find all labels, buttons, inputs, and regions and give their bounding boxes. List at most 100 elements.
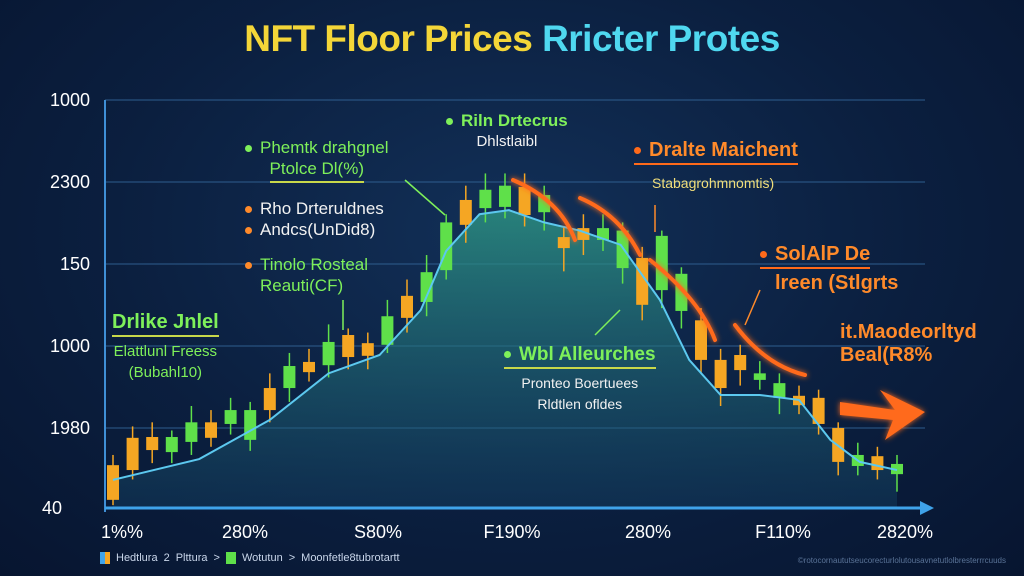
trend-line (112, 209, 898, 481)
legend-item: Hedtlura (116, 552, 158, 564)
candle-body (322, 341, 335, 366)
candle-body (459, 199, 472, 225)
candlestick (773, 373, 786, 415)
bullet-icon (245, 145, 252, 153)
annotation-heading: Riln Drtecrus (446, 110, 568, 131)
x-tick-label: 2820% (876, 522, 934, 542)
candlestick (753, 361, 766, 390)
annotation-drivers: Rho Drteruldnes Andcs(UnDid8) (245, 198, 384, 240)
annotation-line: Reauti(CF) (260, 276, 344, 295)
legend: Hedtlura 2 Plttura > Wotutun > Moonfetle… (100, 552, 400, 564)
candle-body (655, 235, 668, 291)
annotation-heading: Drlike Jnlel (112, 312, 219, 337)
candlestick (695, 308, 707, 374)
chart-title: NFT Floor Prices Rricter Protes (0, 18, 1024, 60)
annotation-peak: Riln Drtecrus Dhlstlaibl (446, 110, 568, 152)
legend-item: Wotutun (241, 552, 283, 564)
x-tick-label: 280% (221, 522, 269, 542)
annotation-line: Rho Drteruldnes (260, 199, 384, 218)
candlestick (420, 255, 433, 317)
y-tick-label: 1980 (49, 418, 90, 438)
downtrend-arrow-icon (840, 390, 925, 440)
y-tick-label: 1000 (49, 336, 90, 356)
candle-body (361, 343, 374, 356)
trend-area (113, 210, 897, 508)
annotation-item: Andcs(UnDid8) (245, 219, 384, 240)
annotation-trading: Tinolo Rosteal Reauti(CF) (245, 254, 368, 296)
pointer-line (594, 309, 621, 336)
annotation-line: Phemtk drahgnel (260, 138, 389, 157)
candlestick (675, 267, 688, 329)
candle-body (753, 373, 766, 380)
annotation-line: Andcs(UnDid8) (260, 220, 376, 239)
candle-body (479, 189, 492, 209)
downtrend-arc (578, 196, 642, 257)
y-tick-label: 1000 (49, 90, 90, 110)
annotation-line: Tinolo Rosteal (260, 255, 369, 274)
candle-body (146, 437, 159, 451)
annotation-line: SolAlP De (775, 243, 871, 265)
bullet-icon (760, 251, 767, 259)
candle-body (401, 295, 413, 318)
candlestick (107, 454, 119, 506)
candlestick (342, 328, 355, 370)
candlestick (597, 214, 609, 251)
annotation-price-change: Phemtk drahgnel Ptolce Dl(%) (245, 137, 389, 183)
annotation-line: Rldtlen ofldes (537, 396, 623, 412)
candlestick (734, 344, 747, 386)
annotation-line: it.Maodeorltyd (840, 321, 977, 343)
candlestick (361, 332, 374, 370)
annotation-heading: Phemtk drahgnel (245, 137, 389, 158)
annotation-heading: Wbl Alleurches (504, 344, 656, 369)
candle-body (342, 335, 355, 358)
legend-separator: > (213, 552, 220, 564)
bullet-icon (245, 262, 252, 270)
candlestick (126, 426, 139, 480)
annotation-line: lreen (Stlgrts (775, 272, 899, 294)
candle-body (871, 456, 884, 471)
candle-body (597, 228, 609, 240)
annotation-line: Ptolce Dl(%) (269, 158, 364, 183)
candle-body (518, 186, 531, 216)
candlestick (165, 430, 178, 464)
legend-item: Moonfetle8tubrotartt (301, 552, 400, 564)
candlestick (714, 348, 727, 406)
annotation-left: Drlike Jnlel Elattlunl Freess (Bubahl10) (112, 312, 219, 383)
annotation-line: Elattlunl Freess (113, 343, 218, 360)
candlestick (303, 348, 315, 382)
downtrend-arc (733, 323, 807, 377)
bullet-icon (245, 206, 252, 214)
bullet-icon (245, 227, 252, 235)
candlestick (812, 389, 825, 435)
candle-body (205, 422, 217, 438)
candlestick (146, 422, 159, 464)
candlesticks (107, 173, 903, 506)
y-tick-label: 150 (59, 254, 90, 274)
credit-text: ©rotocornaututseucorecturlolutousavnetut… (797, 556, 1006, 565)
legend-swatch (225, 552, 236, 564)
annotation-item: Rho Drteruldnes (245, 198, 384, 219)
annotation-heading: Tinolo Rosteal (245, 254, 368, 275)
annotation-line: Pronteo Boertuees (521, 375, 639, 391)
candle-body (499, 185, 511, 207)
candle-body (773, 383, 786, 398)
x-tick-label: 1%% (100, 522, 144, 542)
title-part2: Rricter Protes (542, 18, 780, 59)
candlestick (518, 173, 531, 227)
candlestick (263, 373, 276, 423)
candlestick (224, 397, 237, 435)
title-part1: NFT Floor Prices (244, 18, 533, 59)
candlestick (283, 352, 296, 402)
candle-body (812, 397, 825, 424)
candlestick (381, 299, 394, 353)
candlestick (616, 222, 629, 284)
bullet-icon (504, 351, 511, 359)
candlestick (557, 226, 570, 272)
candle-body (303, 361, 315, 373)
candlestick (322, 324, 335, 378)
x-axis-arrow-icon (920, 501, 934, 515)
candle-body (577, 228, 590, 240)
bullet-icon (446, 118, 453, 126)
annotation-line: (Bubahl10) (128, 364, 203, 381)
